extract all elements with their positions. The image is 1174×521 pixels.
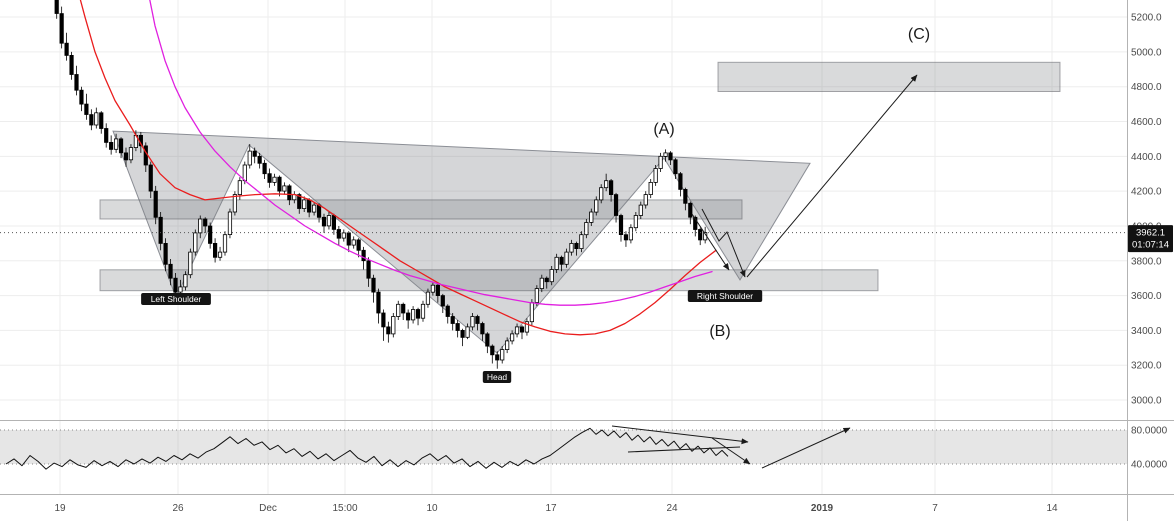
time-axis[interactable]: 19 26 Dec 15:00 10 17 24 2019 7 14 (54, 503, 1058, 514)
time-axis-label: 7 (932, 503, 938, 514)
price-axis-label: 5000.0 (1131, 47, 1162, 58)
trend-arrow[interactable] (701, 208, 746, 278)
resistance-zone[interactable] (99, 199, 743, 220)
wave-label[interactable]: (A) (653, 121, 674, 138)
pattern-label-badge[interactable] (482, 371, 512, 383)
price-axis-label: 3400.0 (1131, 326, 1162, 337)
pattern-label-badge[interactable] (141, 293, 211, 305)
drawing-labels[interactable]: Left Shoulder Head Right Shoulder (A) (B) (C) (141, 26, 930, 383)
main-chart-pane[interactable] (0, 0, 1127, 369)
price-axis-label: 3800.0 (1131, 256, 1162, 267)
time-axis-label: Dec (259, 503, 277, 514)
price-axis-label: 3000.0 (1131, 396, 1162, 407)
price-axis-label: 4600.0 (1131, 117, 1162, 128)
projection-arrows[interactable] (691, 74, 918, 278)
price-axis-label: 4800.0 (1131, 82, 1162, 93)
time-axis-label: 14 (1046, 503, 1058, 514)
neckline-zone[interactable] (99, 269, 879, 292)
pattern-label-text: Right Shoulder (697, 291, 753, 301)
bar-countdown: 01:07:14 (1132, 240, 1169, 251)
time-axis-label: 10 (426, 503, 438, 514)
pattern-label-text: Left Shoulder (151, 294, 202, 304)
trend-arrow[interactable] (746, 74, 918, 278)
price-axis-label: 4400.0 (1131, 152, 1162, 163)
time-axis-label: 26 (172, 503, 184, 514)
red-moving-average (79, 0, 717, 336)
head-and-shoulders-pattern[interactable] (112, 130, 811, 354)
candles (54, 0, 708, 369)
indicator-axis-label: 80.0000 (1131, 426, 1168, 437)
time-axis-label: 2019 (811, 503, 834, 514)
price-axis-label: 3200.0 (1131, 361, 1162, 372)
price-axis-label: 5200.0 (1131, 13, 1162, 24)
divergence-arrow[interactable] (761, 427, 851, 469)
last-price-badge (1128, 225, 1173, 253)
divergence-trendline[interactable] (611, 425, 749, 445)
price-axis-label: 3600.0 (1131, 291, 1162, 302)
divergence-arrow[interactable] (711, 437, 751, 465)
time-axis-label: 17 (545, 503, 557, 514)
price-axis[interactable]: 5200.05000.04800.04600.04400.04200.04000… (1128, 13, 1173, 471)
last-price-value: 3962.1 (1136, 228, 1165, 239)
price-axis-label: 4200.0 (1131, 187, 1162, 198)
divergence-trendline[interactable] (627, 446, 741, 453)
wave-label[interactable]: (B) (709, 323, 730, 340)
indicator-axis-label: 40.0000 (1131, 460, 1168, 471)
target-zone[interactable] (717, 61, 1061, 92)
indicator-pane[interactable] (0, 425, 1127, 470)
magenta-moving-average (149, 0, 713, 306)
pattern-label-badge[interactable] (687, 290, 763, 302)
time-axis-label: 15:00 (332, 503, 357, 514)
time-axis-label: 24 (666, 503, 678, 514)
grid (0, 0, 1127, 494)
pattern-label-text: Head (487, 372, 508, 382)
time-axis-label: 19 (54, 503, 66, 514)
wave-label[interactable]: (C) (908, 26, 930, 43)
trend-arrow[interactable] (691, 213, 730, 271)
oscillator-line (5, 427, 729, 470)
oscillator-band (0, 430, 1127, 464)
